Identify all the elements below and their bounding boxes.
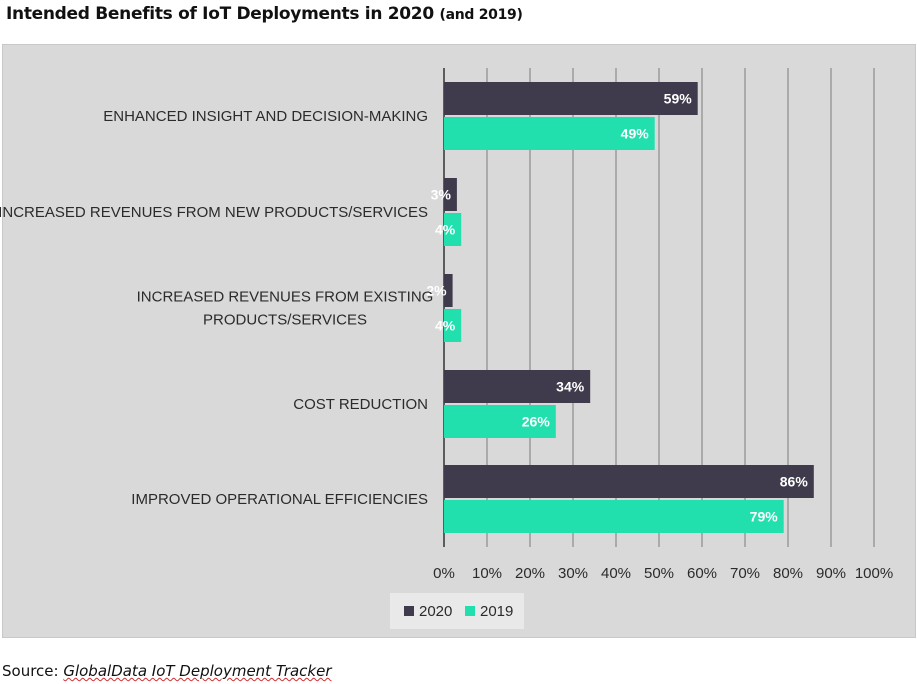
data-label: 4% <box>435 318 456 334</box>
chart-title-sub: (and 2019) <box>439 7 523 23</box>
data-label: 2% <box>426 283 447 299</box>
x-tick-label: 30% <box>558 565 588 582</box>
data-label: 3% <box>431 187 452 203</box>
data-label: 49% <box>621 126 650 142</box>
bar-2020 <box>444 370 591 403</box>
data-label: 26% <box>522 414 551 430</box>
x-tick-label: 60% <box>687 565 717 582</box>
x-tick-label: 40% <box>601 565 631 582</box>
category-label: IMPROVED OPERATIONAL EFFICIENCIES <box>131 491 428 508</box>
category-label: COST REDUCTION <box>293 396 428 413</box>
data-label: 79% <box>750 509 779 525</box>
category-label: INCREASED REVENUES FROM EXISTING PRODUCTS… <box>137 289 434 329</box>
x-tick-label: 90% <box>816 565 846 582</box>
legend-swatch-2020 <box>404 606 414 616</box>
chart-title: Intended Benefits of IoT Deployments in … <box>6 4 523 24</box>
x-tick-label: 80% <box>773 565 803 582</box>
data-label: 34% <box>556 379 585 395</box>
legend: 2020 2019 <box>390 593 524 629</box>
data-label: 59% <box>664 91 693 107</box>
legend-label-2019: 2019 <box>480 603 513 620</box>
bar-2019 <box>444 405 556 438</box>
data-label: 4% <box>435 222 456 238</box>
legend-swatch-2019 <box>465 606 475 616</box>
x-tick-label: 70% <box>730 565 760 582</box>
x-tick-label: 100% <box>855 565 893 582</box>
bar-2020 <box>444 274 453 307</box>
bar-2020 <box>444 82 698 115</box>
bars: 59% 49% 3% 4% 2% 4% 34% 26% 86% 79% <box>426 82 814 533</box>
source-text: GlobalData IoT Deployment Tracker <box>63 662 332 680</box>
category-label: ENHANCED INSIGHT AND DECISION-MAKING <box>103 108 428 125</box>
bar-2020 <box>444 465 814 498</box>
category-labels: ENHANCED INSIGHT AND DECISION-MAKING INCR… <box>0 108 433 508</box>
legend-label-2020: 2020 <box>419 603 452 620</box>
bar-2019 <box>444 500 784 533</box>
x-tick-label: 0% <box>433 565 455 582</box>
bar-2019 <box>444 117 655 150</box>
data-label: 86% <box>780 474 809 490</box>
category-label: INCREASED REVENUES FROM NEW PRODUCTS/SER… <box>0 204 428 221</box>
x-tick-label: 20% <box>515 565 545 582</box>
bar-2020 <box>444 178 457 211</box>
chart-title-main: Intended Benefits of IoT Deployments in … <box>6 4 440 24</box>
x-tick-label: 50% <box>644 565 674 582</box>
source-note: Source: GlobalData IoT Deployment Tracke… <box>2 662 332 680</box>
source-prefix: Source: <box>2 662 64 680</box>
bar-2019 <box>444 309 462 342</box>
x-tick-label: 10% <box>472 565 502 582</box>
x-axis-tick-labels: 0% 10% 20% 30% 40% 50% 60% 70% 80% 90% 100% <box>433 565 893 582</box>
bar-2019 <box>444 213 462 246</box>
